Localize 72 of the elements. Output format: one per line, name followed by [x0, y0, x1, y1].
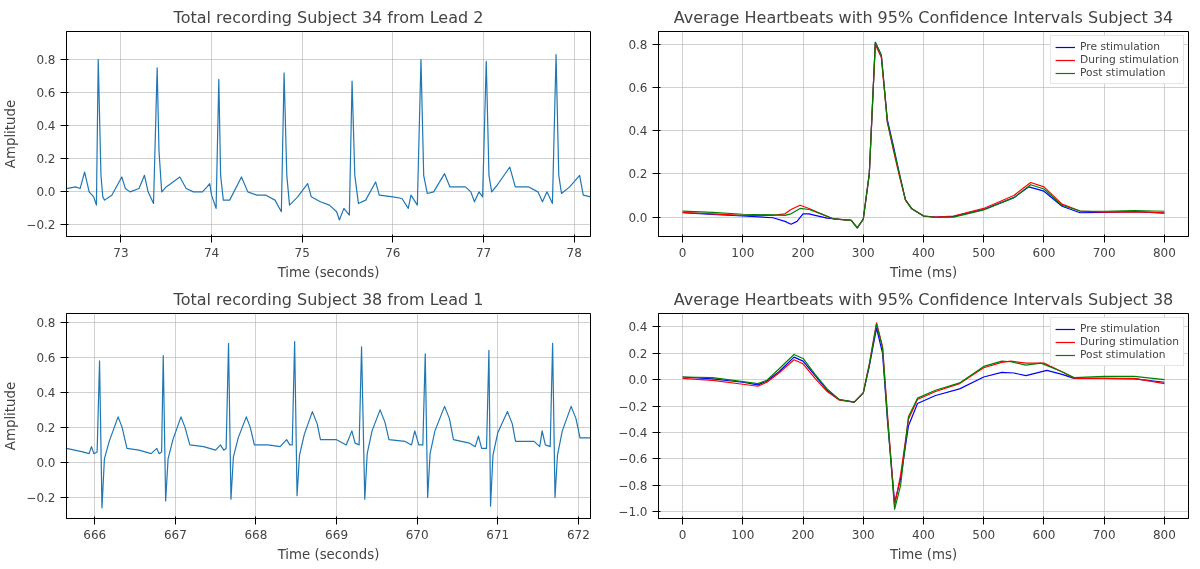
x-tick-label: 666 [83, 527, 107, 542]
x-tick-label: 670 [405, 527, 429, 542]
chart-title: Average Heartbeats with 95% Confidence Intervals Subject 34 [673, 7, 1174, 27]
chart-title: Total recording Subject 34 from Lead 2 [172, 7, 484, 27]
x-tick-label: 100 [731, 245, 755, 260]
x-tick-label: 78 [566, 245, 582, 260]
y-tick-label: 0.2 [36, 152, 56, 167]
y-tick-label: 0.8 [36, 53, 56, 68]
y-tick-label: 0.2 [36, 420, 56, 435]
x-tick-label: 800 [1152, 245, 1176, 260]
y-tick-label: 0.0 [36, 455, 56, 470]
y-tick-label: 0.0 [628, 210, 648, 225]
y-axis-title: Amplitude [3, 99, 19, 169]
x-axis-title: Time (seconds) [276, 264, 380, 280]
y-tick-label: 0.0 [36, 185, 56, 200]
x-tick-label: 600 [1032, 245, 1056, 260]
y-tick-label: 0.0 [628, 373, 648, 388]
y-tick-label: 0.6 [36, 350, 56, 365]
x-tick-label: 669 [325, 527, 349, 542]
y-tick-label: 0.8 [628, 37, 648, 52]
x-tick-label: 671 [486, 527, 510, 542]
y-tick-label: 0.4 [36, 385, 56, 400]
chart-title: Average Heartbeats with 95% Confidence Intervals Subject 38 [673, 289, 1174, 309]
x-tick-label: 500 [972, 245, 996, 260]
y-tick-label: −0.6 [618, 452, 648, 467]
y-tick-label: 0.4 [36, 119, 56, 134]
legend-label: During stimulation [1080, 53, 1179, 66]
x-tick-label: 74 [203, 245, 220, 260]
x-tick-label: 0 [678, 245, 687, 260]
y-tick-label: −0.2 [26, 490, 56, 505]
legend-label: During stimulation [1080, 335, 1179, 348]
x-tick-label: 300 [851, 527, 875, 542]
x-tick-label: 0 [678, 527, 687, 542]
x-axis-title: Time (ms) [888, 546, 958, 562]
y-tick-label: 0.2 [628, 167, 648, 182]
y-tick-label: −1.0 [618, 505, 648, 520]
x-tick-label: 800 [1152, 527, 1176, 542]
x-tick-label: 73 [113, 245, 129, 260]
legend-label: Post stimulation [1080, 66, 1166, 79]
y-tick-label: 0.4 [628, 320, 648, 335]
y-tick-label: 0.2 [628, 346, 648, 361]
x-tick-label: 672 [566, 527, 590, 542]
y-axis-title: Amplitude [3, 381, 19, 451]
x-tick-label: 400 [912, 245, 935, 260]
x-tick-label: 667 [163, 527, 187, 542]
y-tick-label: 0.4 [628, 124, 648, 139]
x-tick-label: 77 [475, 245, 492, 260]
x-tick-label: 700 [1092, 527, 1116, 542]
x-tick-label: 700 [1092, 245, 1116, 260]
x-tick-label: 200 [791, 527, 815, 542]
x-tick-label: 76 [385, 245, 401, 260]
legend-label: Pre stimulation [1080, 322, 1161, 335]
legend-label: Post stimulation [1080, 348, 1166, 361]
y-tick-label: −0.2 [26, 218, 56, 233]
y-tick-label: 0.8 [36, 315, 56, 330]
y-tick-label: 0.6 [36, 86, 56, 101]
x-tick-label: 300 [851, 245, 875, 260]
y-tick-label: −0.8 [618, 478, 648, 493]
x-axis-title: Time (ms) [888, 264, 958, 280]
y-tick-label: −0.4 [618, 426, 648, 441]
x-axis-title: Time (seconds) [276, 546, 380, 562]
x-tick-label: 500 [972, 527, 996, 542]
y-tick-label: 0.6 [628, 81, 648, 96]
x-tick-label: 200 [791, 245, 815, 260]
x-tick-label: 668 [244, 527, 268, 542]
x-tick-label: 75 [294, 245, 310, 260]
x-tick-label: 600 [1032, 527, 1056, 542]
x-tick-label: 100 [731, 527, 755, 542]
x-tick-label: 400 [912, 527, 935, 542]
chart-title: Total recording Subject 38 from Lead 1 [172, 289, 484, 309]
legend-label: Pre stimulation [1080, 40, 1161, 53]
y-tick-label: −0.2 [618, 399, 648, 414]
